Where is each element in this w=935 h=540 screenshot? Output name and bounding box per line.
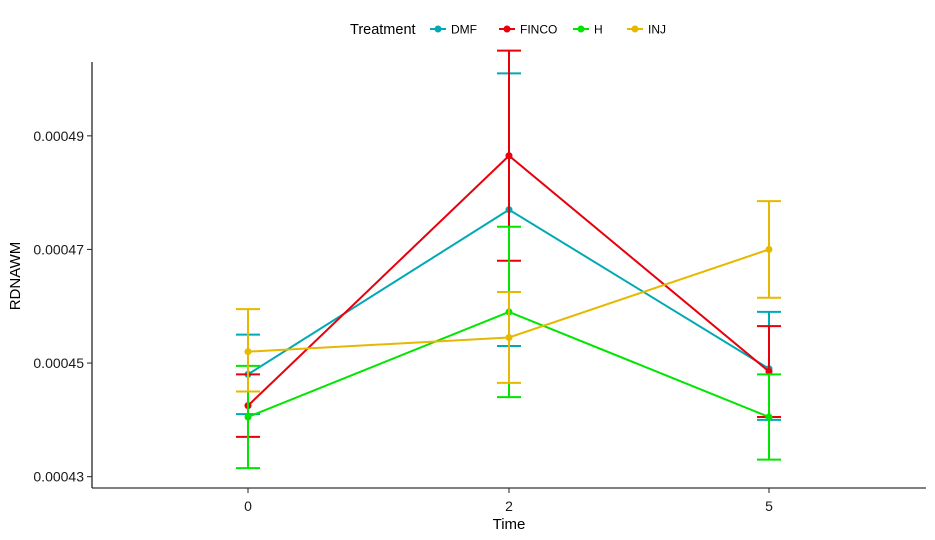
series-inj [236,200,781,393]
data-point [765,245,773,253]
data-point [505,333,513,341]
data-point [505,152,513,160]
data-point [765,368,773,376]
x-tick-label: 0 [244,498,252,514]
legend-label: H [594,23,603,37]
x-tick-label: 5 [765,498,773,514]
legend-label: FINCO [520,23,557,37]
y-tick-label: 0.00045 [33,355,84,371]
legend-key-point [577,25,585,33]
y-axis-title: RDNAWM [7,242,24,311]
legend-item-finco: FINCO [499,23,557,37]
legend-label: INJ [648,23,666,37]
plot-area [236,49,781,470]
data-point [244,348,252,356]
data-point [765,413,773,421]
legend-key-point [503,25,511,33]
legend-label: DMF [451,23,477,37]
legend-key-point [434,25,442,33]
x-tick-label: 2 [505,498,513,514]
legend-key-point [631,25,639,33]
y-tick-label: 0.00047 [33,241,84,257]
x-axis-title: Time [493,516,526,533]
y-tick-label: 0.00043 [33,469,84,485]
y-tick-label: 0.00049 [33,128,84,144]
data-point [244,413,252,421]
legend-item-inj: INJ [627,23,666,37]
legend-item-h: H [573,23,603,37]
legend: Treatment DMF FINCO H INJ [350,22,666,38]
legend-title: Treatment [350,22,416,38]
legend-item-dmf: DMF [430,23,477,37]
